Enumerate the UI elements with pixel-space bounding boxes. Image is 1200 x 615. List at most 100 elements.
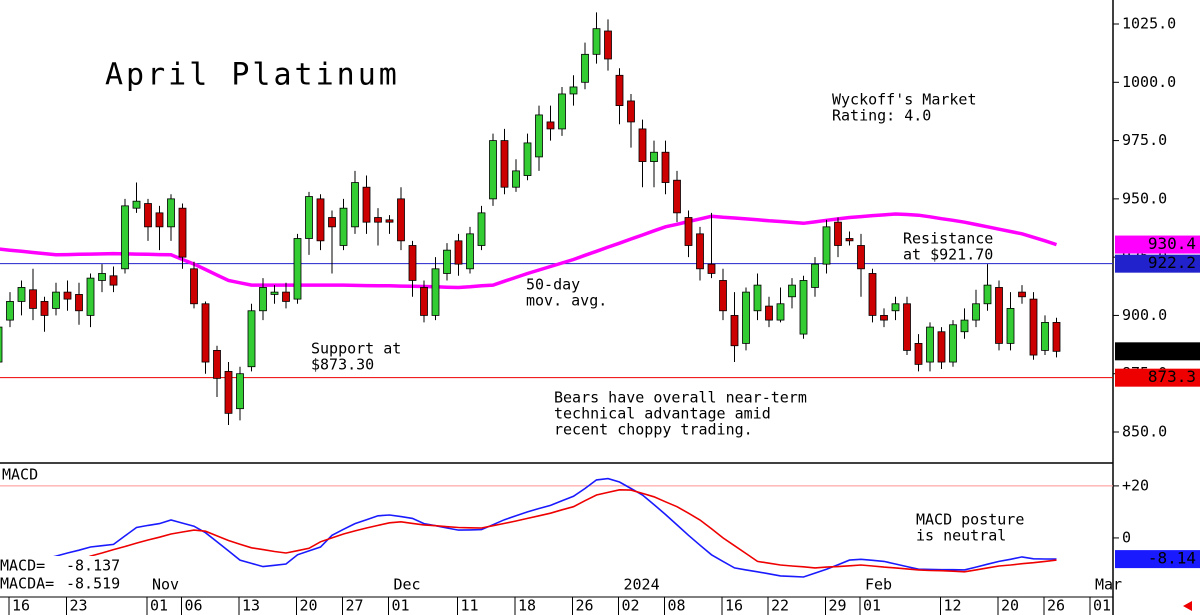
candle-body [615, 74, 624, 107]
ma-tag-box [1115, 235, 1200, 254]
legend-value: -8.137 [66, 557, 120, 575]
candle-body [328, 217, 336, 228]
candle-body [765, 305, 773, 321]
candle-body [845, 238, 854, 242]
candle-body [75, 294, 83, 312]
month-label: Feb [865, 576, 892, 594]
annotation: Wyckoff's Market [832, 91, 977, 109]
x-tick-label: 26 [1047, 597, 1065, 615]
annotation: is neutral [916, 527, 1006, 545]
candle-body [581, 53, 589, 83]
candle-body [489, 140, 497, 200]
x-tick-label: 22 [771, 597, 789, 615]
x-tick-label: 01 [863, 597, 881, 615]
candle-body [627, 100, 635, 123]
chart-title: April Platinum [105, 58, 400, 93]
candle-body [730, 315, 739, 347]
candle-body [420, 287, 428, 316]
x-tick-label: 12 [944, 597, 962, 615]
candle-body [811, 263, 819, 288]
x-tick-label: 06 [185, 597, 203, 615]
level-tag-box [1115, 254, 1200, 273]
macd-tag: -8.14 [1148, 549, 1196, 568]
x-tick-label: 27 [346, 597, 364, 615]
candle-body [155, 212, 164, 228]
candle-body [914, 343, 923, 365]
annotation: technical advantage amid [554, 405, 771, 423]
candle-body [949, 324, 957, 363]
x-tick-label: 01 [1093, 597, 1111, 615]
y-tick-label: 1000.0 [1122, 73, 1176, 91]
candle-body [661, 151, 670, 183]
candle-body [523, 142, 532, 176]
month-label: 2024 [624, 576, 660, 594]
candle-body [834, 221, 842, 246]
candle-body [569, 86, 578, 95]
candle-body [500, 140, 509, 188]
x-tick-label: 23 [70, 597, 88, 615]
candle-body [512, 170, 520, 188]
candle-body [86, 277, 95, 316]
candle-body [270, 291, 279, 295]
annotation: at $921.70 [903, 246, 993, 264]
candle-body [144, 203, 152, 228]
close-tag-box [1115, 342, 1200, 361]
candle-body [167, 198, 175, 228]
month-label: Nov [152, 576, 179, 594]
y-tick-label: 975.0 [1122, 131, 1167, 149]
candle-body [822, 226, 831, 265]
legend-box [0, 556, 150, 596]
level-tag-box [1115, 368, 1200, 387]
candle-body [178, 207, 187, 258]
candle-body [121, 205, 129, 270]
candle-body [6, 301, 14, 321]
candle-body [408, 245, 417, 281]
x-tick-label: 16 [725, 597, 743, 615]
annotation: MACD posture [916, 511, 1024, 529]
x-tick-label: 01 [392, 597, 410, 615]
x-tick-label: 26 [576, 597, 594, 615]
annotation: recent choppy trading. [554, 421, 753, 439]
month-label: Mar [1095, 576, 1122, 594]
candle-body [477, 212, 486, 246]
x-tick-label: 20 [300, 597, 318, 615]
legend-name: MACDA= [0, 575, 54, 593]
x-tick-label: 11 [461, 597, 479, 615]
x-tick-label: 02 [622, 597, 640, 615]
legend-value: -8.519 [66, 575, 120, 593]
candle-body [17, 287, 26, 302]
candle-body [29, 289, 37, 309]
candle-body [109, 275, 118, 286]
level-tag: 922.2 [1148, 253, 1196, 272]
candle-body [868, 273, 877, 316]
y-tick-label: 950.0 [1122, 189, 1167, 207]
candle-body [650, 151, 658, 162]
candle-body [753, 284, 762, 312]
candle-body [799, 280, 808, 335]
annotation: mov. avg. [526, 292, 607, 310]
x-tick-label: 08 [668, 597, 686, 615]
candle-body [880, 315, 888, 321]
candle-body [857, 245, 865, 270]
macd-tag-box [1115, 550, 1200, 569]
candle-body [443, 249, 451, 274]
candle-body [592, 28, 601, 55]
candle-body [40, 301, 49, 316]
y-tick-label: 0 [1122, 528, 1131, 546]
candle-body [673, 179, 681, 214]
candle-body [1052, 322, 1061, 352]
annotation: Rating: 4.0 [832, 107, 931, 125]
candle-body [1029, 298, 1038, 356]
scroll-arrow[interactable] [1183, 601, 1192, 611]
candle-body [891, 303, 900, 312]
y-tick-label: +20 [1122, 476, 1149, 494]
candle-body [190, 268, 198, 305]
candle-body [719, 280, 727, 312]
legend-name: MACD= [0, 557, 45, 575]
candle-body [638, 128, 647, 162]
macd-title: MACD [2, 466, 38, 484]
candle-body [972, 303, 980, 321]
candle-body [282, 291, 290, 302]
candle-body [788, 284, 796, 298]
x-tick-label: 29 [829, 597, 847, 615]
